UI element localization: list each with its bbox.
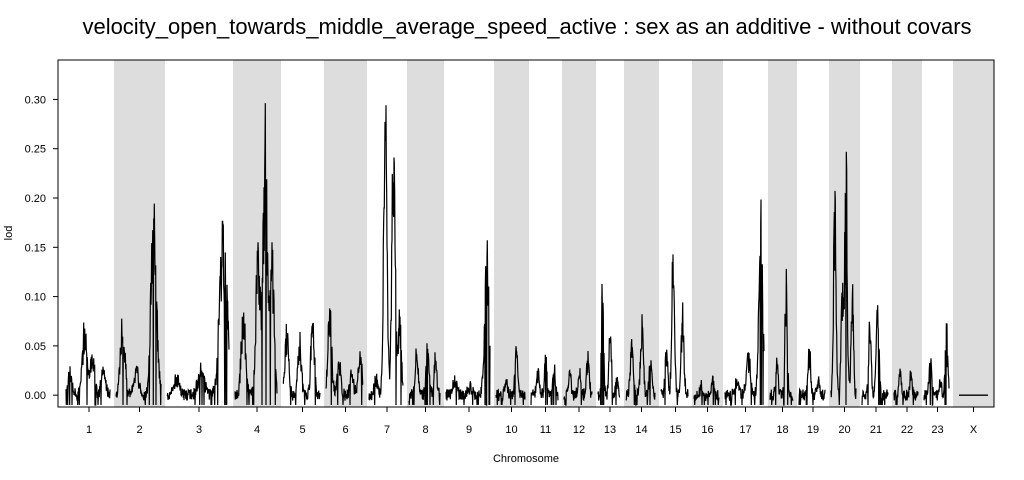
x-tick-label-chr-20: 20 (838, 424, 850, 436)
x-tick-label-chr-17: 17 (739, 424, 751, 436)
x-axis-title: Chromosome (493, 453, 559, 465)
x-tick-label-chr-8: 8 (422, 424, 428, 436)
x-tick-label-chr-23: 23 (931, 424, 943, 436)
x-tick-label-chr-13: 13 (604, 424, 616, 436)
chromosome-band-4 (233, 60, 281, 407)
lod-line-chr-4 (234, 103, 278, 406)
lod-line-chr-19 (798, 348, 826, 406)
lod-line-chr-17 (724, 199, 765, 406)
chart-title: velocity_open_towards_middle_average_spe… (82, 14, 972, 39)
lod-line-chr-6 (325, 308, 364, 406)
lod-curve (65, 103, 988, 406)
chromosome-band-2 (114, 60, 165, 407)
lod-line-chr-5 (282, 322, 321, 406)
chromosome-band-14 (624, 60, 659, 407)
x-axis: 1 2 3 4 5 6 7 8 9 10 11 12 13 14 15 16 17 18 19 20 21 22 23 X (86, 407, 978, 436)
chromosome-band-10 (494, 60, 529, 407)
x-tick-label-chr-9: 9 (466, 424, 472, 436)
x-tick-label-chr-22: 22 (901, 424, 913, 436)
lod-line-chr-14 (625, 314, 656, 406)
x-tick-label-chr-5: 5 (299, 424, 305, 436)
lod-line-chr-7 (368, 105, 404, 406)
lod-line-chr-15 (660, 254, 689, 406)
x-tick-label-chr-6: 6 (342, 424, 348, 436)
x-tick-label-chr-19: 19 (807, 424, 819, 436)
y-tick-label: 0.00 (25, 390, 46, 402)
chromosome-band-X (953, 60, 994, 407)
x-tick-label-chr-10: 10 (505, 424, 517, 436)
x-tick-label-chr-3: 3 (196, 424, 202, 436)
y-axis-title: lod (3, 226, 15, 241)
chromosome-band-8 (407, 60, 444, 407)
x-tick-label-chr-18: 18 (776, 424, 788, 436)
y-tick-label: 0.30 (25, 94, 46, 106)
y-tick-label: 0.05 (25, 341, 46, 353)
lod-line-chr-21 (861, 305, 889, 406)
lod-line-chr-10 (495, 346, 526, 406)
plot-frame (57, 59, 995, 408)
lod-line-chr-16 (693, 375, 720, 406)
lod-line-chr-11 (530, 354, 559, 406)
lod-line-chr-12 (563, 350, 593, 406)
lod-line-chr-23 (923, 323, 950, 406)
x-tick-label-chr-4: 4 (254, 424, 260, 436)
y-tick-label: 0.10 (25, 292, 46, 304)
lod-line-chr-8 (408, 343, 441, 406)
y-axis: 0.00 0.05 0.10 0.15 0.20 0.25 0.30 (25, 94, 58, 402)
y-tick-label: 0.20 (25, 193, 46, 205)
chromosome-band-16 (692, 60, 723, 407)
x-tick-label-chr-16: 16 (701, 424, 713, 436)
lod-line-chr-9 (445, 240, 491, 406)
lod-line-chr-3 (166, 220, 230, 406)
lod-line-chr-13 (597, 283, 621, 406)
x-tick-label-chr-11: 11 (540, 424, 551, 436)
chromosome-band-22 (892, 60, 922, 407)
x-tick-label-chr-21: 21 (870, 424, 882, 436)
chromosome-band-18 (768, 60, 797, 407)
lod-line-chr-1 (65, 322, 111, 406)
y-tick-label: 0.15 (25, 242, 46, 254)
lod-line-chr-22 (893, 368, 919, 406)
x-tick-label-chr-12: 12 (573, 424, 585, 436)
chromosome-band-12 (562, 60, 596, 407)
x-tick-label-chr-1: 1 (86, 424, 92, 436)
x-tick-label-chr-X: X (970, 424, 978, 436)
x-tick-label-chr-2: 2 (136, 424, 142, 436)
lod-line-chr-2 (115, 203, 162, 406)
x-tick-label-chr-7: 7 (384, 424, 390, 436)
y-tick-label: 0.25 (25, 144, 46, 156)
lod-line-chr-20 (830, 151, 857, 406)
x-tick-label-chr-14: 14 (635, 424, 647, 436)
x-tick-label-chr-15: 15 (669, 424, 681, 436)
lod-line-chr-18 (769, 268, 794, 406)
